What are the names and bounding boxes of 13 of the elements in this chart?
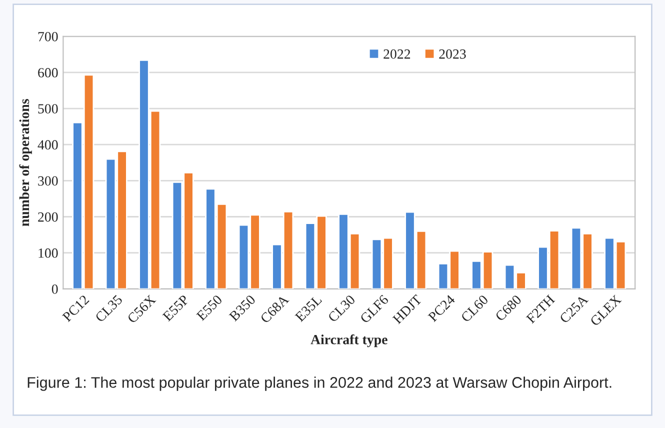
- y-tick-label: 0: [52, 284, 58, 294]
- y-tick-label: 300: [38, 176, 58, 186]
- legend-label: 2023: [439, 49, 466, 59]
- y-axis-title: number of operations: [19, 99, 32, 226]
- caption: Figure 1: The most popular private planes in 2022 and 2023 at Warsaw Chopin Airport.: [28, 376, 612, 391]
- x-axis-title: Aircraft type: [310, 334, 388, 348]
- y-tick-label: 400: [38, 140, 58, 150]
- legend-label: 2022: [384, 49, 410, 59]
- y-tick-label: 700: [38, 32, 58, 42]
- y-tick-label: 500: [38, 104, 58, 114]
- y-tick-label: 100: [38, 248, 58, 258]
- y-tick-label: 200: [38, 212, 58, 222]
- y-tick-label: 600: [38, 68, 58, 78]
